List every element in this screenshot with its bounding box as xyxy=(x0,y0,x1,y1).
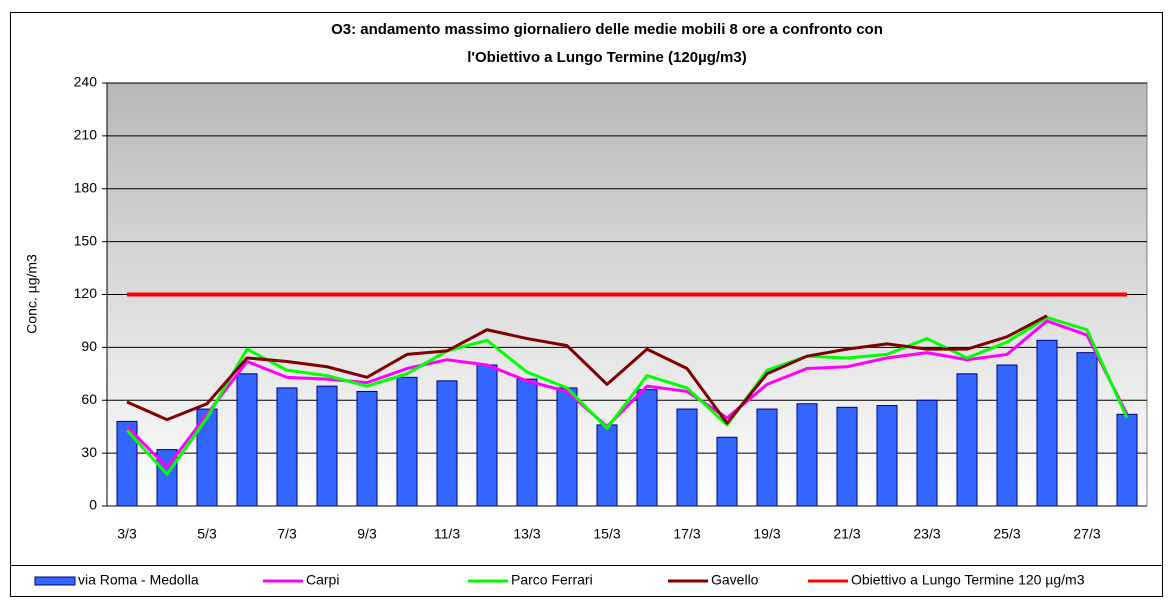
bar xyxy=(596,424,618,507)
y-axis-label: Conc. µg/m3 xyxy=(24,254,40,334)
legend-label: Obiettivo a Lungo Termine 120 µg/m3 xyxy=(851,572,1085,588)
y-tick-label: 150 xyxy=(74,232,98,248)
x-tick-label: 13/3 xyxy=(513,526,540,542)
x-tick-label: 21/3 xyxy=(833,526,860,542)
y-tick-label: 240 xyxy=(74,74,98,90)
bar xyxy=(316,385,338,507)
x-tick-label: 7/3 xyxy=(277,526,297,542)
x-tick-label: 5/3 xyxy=(197,526,217,542)
bar xyxy=(1116,413,1138,507)
x-tick-label: 19/3 xyxy=(753,526,780,542)
chart-title: O3: andamento massimo giornaliero delle … xyxy=(331,21,883,38)
legend-label: Gavello xyxy=(711,572,759,588)
x-tick-label: 9/3 xyxy=(357,526,377,542)
x-tick-label: 23/3 xyxy=(913,526,940,542)
bar xyxy=(196,408,218,507)
bar xyxy=(556,387,578,507)
legend-label: Parco Ferrari xyxy=(511,572,593,588)
y-tick-label: 210 xyxy=(74,127,98,143)
y-tick-label: 0 xyxy=(89,497,97,513)
line-series xyxy=(125,319,1129,469)
y-tick-label: 90 xyxy=(81,338,97,354)
bar xyxy=(356,390,378,507)
legend-label: Carpi xyxy=(306,572,339,588)
x-tick-label: 17/3 xyxy=(673,526,700,542)
bar xyxy=(796,403,818,507)
bar xyxy=(756,408,778,507)
bar xyxy=(836,406,858,507)
bar xyxy=(956,373,978,507)
bar xyxy=(676,408,698,507)
bar xyxy=(1076,352,1098,507)
line-series xyxy=(125,315,1129,476)
bar xyxy=(276,387,298,507)
bar xyxy=(636,389,658,507)
line-series xyxy=(126,314,1048,425)
y-tick-label: 120 xyxy=(74,285,98,301)
chart-title: l'Obiettivo a Lungo Termine (120µg/m3) xyxy=(467,49,746,66)
legend-swatch xyxy=(34,576,76,586)
y-tick-label: 60 xyxy=(81,391,97,407)
x-tick-label: 25/3 xyxy=(993,526,1020,542)
bar xyxy=(516,378,538,507)
bar xyxy=(476,364,498,507)
bar xyxy=(396,376,418,507)
bar xyxy=(876,405,898,507)
legend-label: via Roma - Medolla xyxy=(78,572,199,588)
bar xyxy=(116,420,138,507)
bar xyxy=(716,436,738,507)
y-tick-label: 180 xyxy=(74,179,98,195)
x-tick-label: 11/3 xyxy=(434,526,460,542)
bar xyxy=(916,399,938,507)
bar xyxy=(436,380,458,507)
x-tick-label: 15/3 xyxy=(593,526,620,542)
bar xyxy=(1036,339,1058,507)
bar xyxy=(236,373,258,507)
x-tick-label: 27/3 xyxy=(1073,526,1100,542)
bar xyxy=(996,364,1018,507)
y-tick-label: 30 xyxy=(81,444,97,460)
x-tick-label: 3/3 xyxy=(117,526,137,542)
